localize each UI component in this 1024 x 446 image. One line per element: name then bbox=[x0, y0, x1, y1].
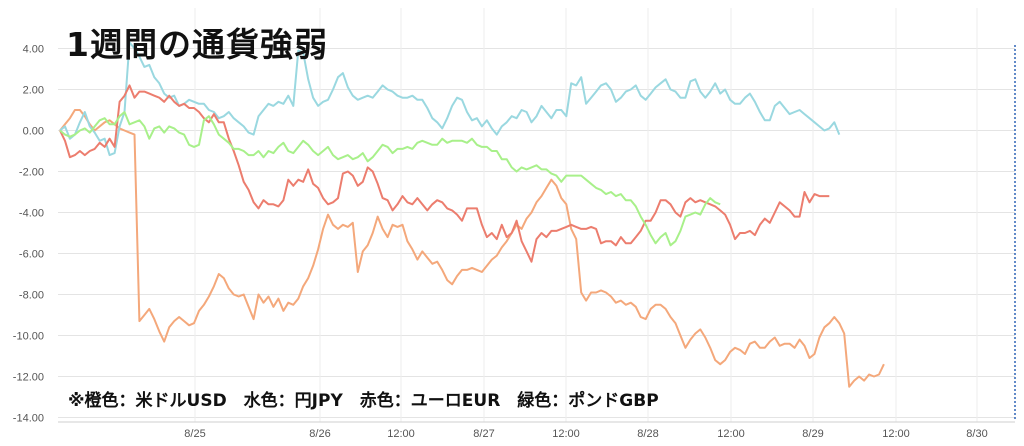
x-tick-label: 8/29 bbox=[802, 428, 823, 440]
y-tick-label: 0.00 bbox=[23, 126, 44, 138]
x-tick-label: 8/30 bbox=[966, 428, 987, 440]
x-tick-label: 8/28 bbox=[637, 428, 658, 440]
y-tick-label: -6.00 bbox=[19, 249, 44, 261]
y-tick-label: 2.00 bbox=[23, 85, 44, 97]
y-tick-label: -8.00 bbox=[19, 290, 44, 302]
chart-title: 1週間の通貨強弱 bbox=[66, 25, 328, 64]
series-line-米ドルUSD bbox=[59, 109, 885, 388]
x-tick-label: 12:00 bbox=[387, 428, 415, 440]
series-lines bbox=[59, 41, 885, 388]
series-line-ユーロEUR bbox=[59, 84, 830, 263]
series-line-円JPY bbox=[59, 41, 841, 157]
x-tick-label: 12:00 bbox=[882, 428, 910, 440]
y-tick-label: -10.00 bbox=[13, 331, 44, 343]
y-axis-ticks: 4.00 2.00 0.00 -2.00 -4.00 -6.00 -8.00 -10.00 -1… bbox=[13, 44, 44, 425]
series-line-ポンドGBP bbox=[59, 111, 721, 247]
x-tick-label: 8/26 bbox=[309, 428, 330, 440]
grid bbox=[58, 8, 1015, 423]
y-tick-label: -14.00 bbox=[13, 413, 44, 425]
y-tick-label: -12.00 bbox=[13, 372, 44, 384]
x-tick-label: 12:00 bbox=[717, 428, 745, 440]
x-tick-label: 8/25 bbox=[184, 428, 205, 440]
y-tick-label: -2.00 bbox=[19, 167, 44, 179]
x-tick-label: 12:00 bbox=[552, 428, 580, 440]
y-tick-label: -4.00 bbox=[19, 208, 44, 220]
y-tick-label: 4.00 bbox=[23, 44, 44, 56]
x-axis-ticks: 8/25 8/26 12:00 8/27 12:00 8/28 12:00 8/29 12:00… bbox=[184, 428, 987, 440]
x-tick-label: 8/27 bbox=[473, 428, 494, 440]
legend-text: ※橙色：米ドルUSD 水色：円JPY 赤色：ユーロEUR 緑色：ポンドGBP bbox=[68, 391, 659, 411]
